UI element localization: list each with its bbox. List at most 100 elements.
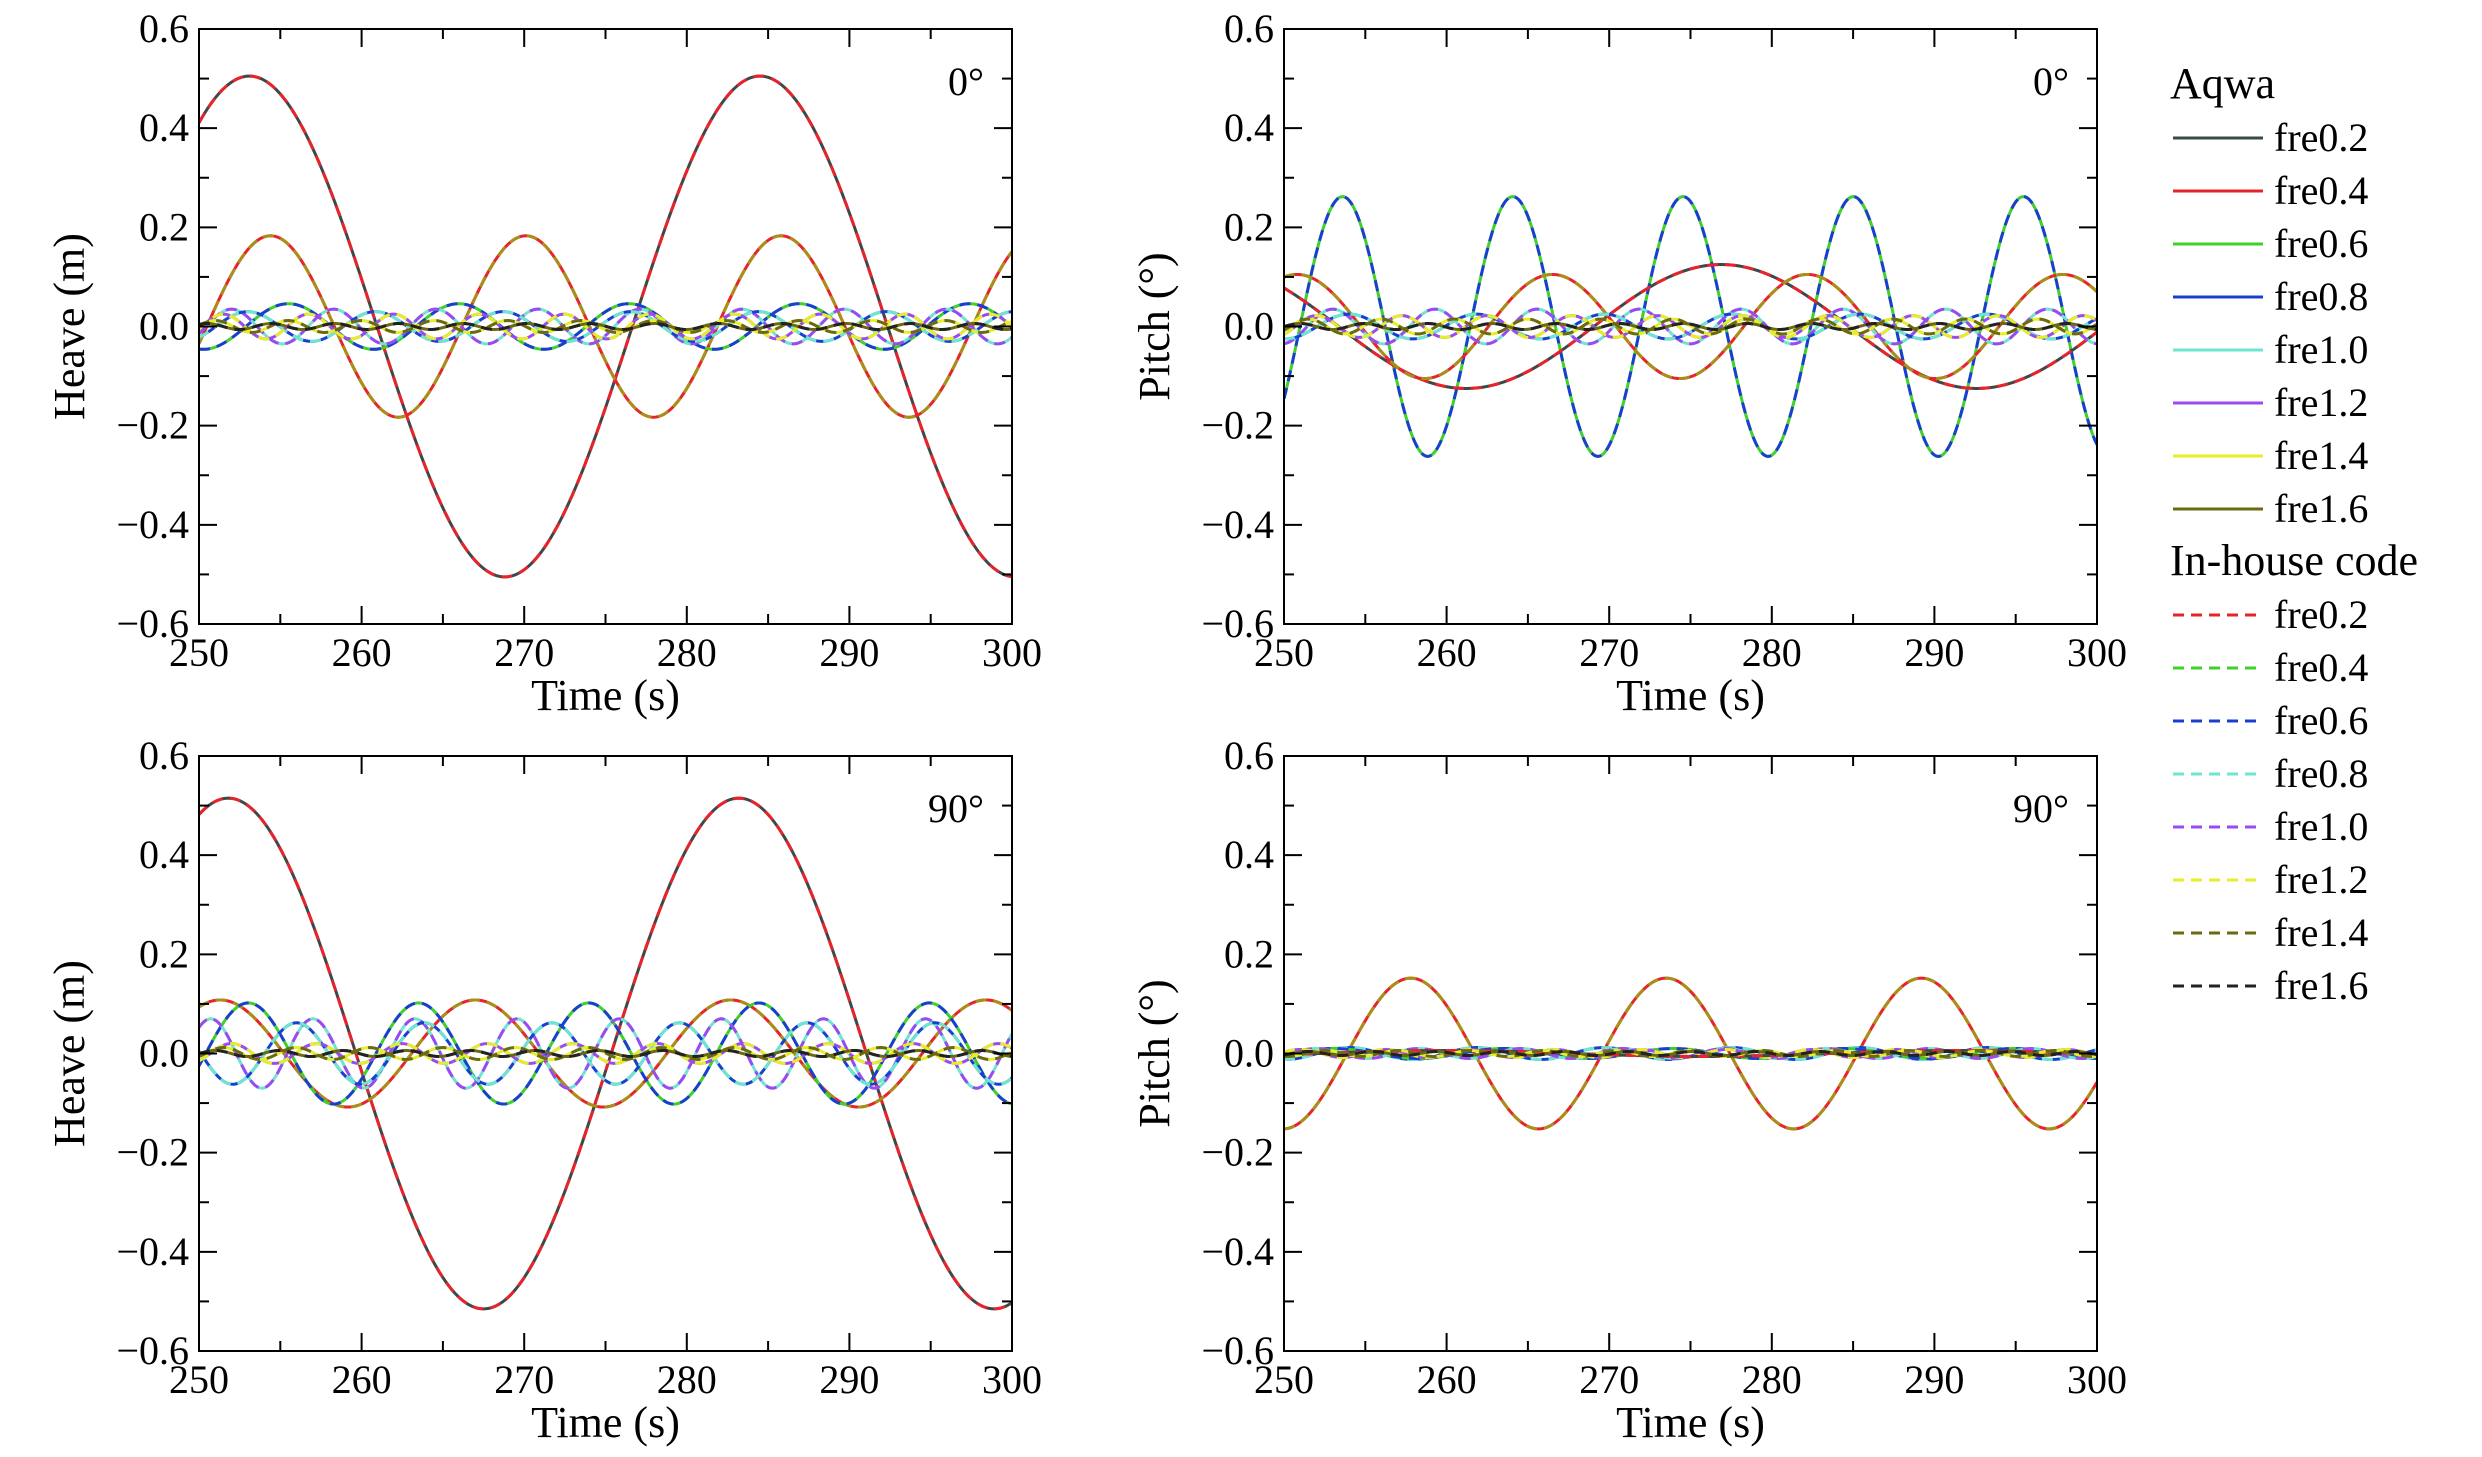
legend-item-dashed-fre1.0: fre1.0: [2173, 804, 2368, 849]
y-tick-label: 0.6: [139, 733, 189, 778]
x-tick-label: 300: [2067, 1357, 2127, 1402]
panel-pitch-0deg: 250 260 270 280 290 300 −0.6 −0.4 −0.2 0.0 0.2 0.4 0…: [1130, 6, 2127, 720]
series-line-inhouse-fre1.4: [199, 1046, 1012, 1061]
series-line-inhouse-fre1.0: [1284, 307, 2097, 346]
y-tick-label: −0.2: [116, 1130, 189, 1175]
y-tick-label: −0.4: [1201, 502, 1274, 547]
legend-item-solid-fre1.6: fre1.6: [2173, 486, 2368, 531]
legend-item-solid-fre0.2: fre0.2: [2173, 115, 2368, 160]
y-tick-label: 0.4: [1224, 832, 1274, 877]
y-tick-label: 0.0: [1224, 304, 1274, 349]
series-line-inhouse-fre1.4: [1284, 317, 2097, 336]
y-tick-label: −0.6: [116, 1328, 189, 1373]
legend-label: fre1.6: [2274, 963, 2368, 1008]
series-line-inhouse-fre1.6: [199, 322, 1012, 331]
legend-label: fre0.6: [2274, 698, 2368, 743]
series-line-inhouse-fre0.6: [1284, 1047, 2097, 1060]
legend-label: fre1.2: [2274, 857, 2368, 902]
y-tick-label: −0.2: [1201, 1130, 1274, 1175]
x-tick-label: 260: [332, 630, 392, 675]
legend-label: fre0.8: [2274, 274, 2368, 319]
series-group: [1284, 195, 2097, 458]
series-group: [199, 74, 1012, 579]
y-tick-label: 0.0: [139, 304, 189, 349]
legend-label: fre0.2: [2274, 115, 2368, 160]
legend-item-dashed-fre1.6: fre1.6: [2173, 963, 2368, 1008]
series-line-aqwa-fre0.4: [1284, 976, 2097, 1131]
series-line-inhouse-fre1.6: [199, 1049, 1012, 1058]
y-tick-label: −0.4: [116, 502, 189, 547]
legend-group-title: In-house code: [2170, 536, 2418, 585]
x-axis-label: Time (s): [531, 1398, 680, 1447]
series-line-inhouse-fre1.0: [199, 1017, 1012, 1090]
series-line-inhouse-fre1.2: [199, 312, 1012, 341]
y-tick-label: 0.6: [139, 6, 189, 51]
x-axis-label: Time (s): [531, 671, 680, 720]
x-tick-label: 250: [169, 630, 229, 675]
panel-pitch-90deg: 250 260 270 280 290 300 −0.6 −0.4 −0.2 0.0 0.2 0.4 0…: [1130, 733, 2127, 1447]
series-group: [1284, 976, 2097, 1131]
y-tick-label: −0.6: [116, 601, 189, 646]
legend-label: fre1.6: [2274, 486, 2368, 531]
y-tick-label: 0.4: [139, 105, 189, 150]
series-group: [199, 796, 1012, 1311]
y-tick-label: −0.4: [116, 1229, 189, 1274]
y-tick-label: 0.0: [1224, 1031, 1274, 1076]
legend-label: fre1.0: [2274, 804, 2368, 849]
legend-item-dashed-fre0.4: fre0.4: [2173, 645, 2368, 690]
x-tick-label: 250: [1254, 1357, 1314, 1402]
y-tick-label: 0.4: [1224, 105, 1274, 150]
series-line-aqwa-fre0.8: [199, 1021, 1012, 1086]
y-axis-label: Pitch (°): [1130, 979, 1179, 1127]
y-tick-label: 0.0: [139, 1031, 189, 1076]
y-axis-label: Heave (m): [45, 960, 94, 1147]
series-line-inhouse-fre1.2: [1284, 314, 2097, 339]
legend-label: fre0.6: [2274, 221, 2368, 266]
panel-heave-90deg: 250 260 270 280 290 300 −0.6 −0.4 −0.2 0.0 0.2 0.4 0…: [45, 733, 1042, 1447]
legend-label: fre1.2: [2274, 380, 2368, 425]
legend-item-solid-fre0.8: fre0.8: [2173, 274, 2368, 319]
y-tick-label: 0.6: [1224, 733, 1274, 778]
y-tick-label: 0.2: [139, 931, 189, 976]
y-axis-label: Pitch (°): [1130, 252, 1179, 400]
x-tick-label: 260: [332, 1357, 392, 1402]
y-tick-label: −0.4: [1201, 1229, 1274, 1274]
panel-heave-0deg: 250 260 270 280 290 300 −0.6 −0.4 −0.2 0.0 0.2 0.4 0…: [45, 6, 1042, 720]
series-line-inhouse-fre0.8: [199, 310, 1012, 343]
series-line-inhouse-fre0.4: [1284, 272, 2097, 381]
heading-annotation: 90°: [928, 786, 984, 831]
x-tick-label: 290: [1904, 630, 1964, 675]
y-tick-label: −0.2: [1201, 403, 1274, 448]
legend-group-title: Aqwa: [2170, 59, 2275, 108]
x-tick-label: 270: [1579, 1357, 1639, 1402]
y-tick-label: −0.2: [116, 403, 189, 448]
x-tick-label: 270: [494, 630, 554, 675]
legend-label: fre0.4: [2274, 168, 2368, 213]
x-tick-label: 260: [1417, 1357, 1477, 1402]
series-line-inhouse-fre0.6: [199, 1001, 1012, 1106]
y-tick-label: 0.6: [1224, 6, 1274, 51]
x-tick-label: 270: [1579, 630, 1639, 675]
series-line-inhouse-fre0.2: [199, 796, 1012, 1311]
legend-label: fre0.2: [2274, 592, 2368, 637]
legend-label: fre1.4: [2274, 910, 2368, 955]
legend-item-dashed-fre0.2: fre0.2: [2173, 592, 2368, 637]
legend-item-solid-fre1.2: fre1.2: [2173, 380, 2368, 425]
legend-item-dashed-fre1.2: fre1.2: [2173, 857, 2368, 902]
x-tick-label: 270: [494, 1357, 554, 1402]
legend-item-dashed-fre0.6: fre0.6: [2173, 698, 2368, 743]
x-tick-label: 280: [657, 1357, 717, 1402]
x-tick-label: 280: [1742, 630, 1802, 675]
legend-item-dashed-fre1.4: fre1.4: [2173, 910, 2368, 955]
series-line-inhouse-fre0.8: [1284, 312, 2097, 341]
series-line-inhouse-fre1.0: [199, 307, 1012, 346]
x-tick-label: 250: [1254, 630, 1314, 675]
y-tick-label: 0.2: [139, 204, 189, 249]
legend-item-solid-fre1.0: fre1.0: [2173, 327, 2368, 372]
legend-item-solid-fre0.4: fre0.4: [2173, 168, 2368, 213]
x-tick-label: 250: [169, 1357, 229, 1402]
y-tick-label: 0.2: [1224, 931, 1274, 976]
legend-label: fre0.8: [2274, 751, 2368, 796]
y-tick-label: −0.6: [1201, 1328, 1274, 1373]
series-line-inhouse-fre0.4: [199, 234, 1012, 419]
